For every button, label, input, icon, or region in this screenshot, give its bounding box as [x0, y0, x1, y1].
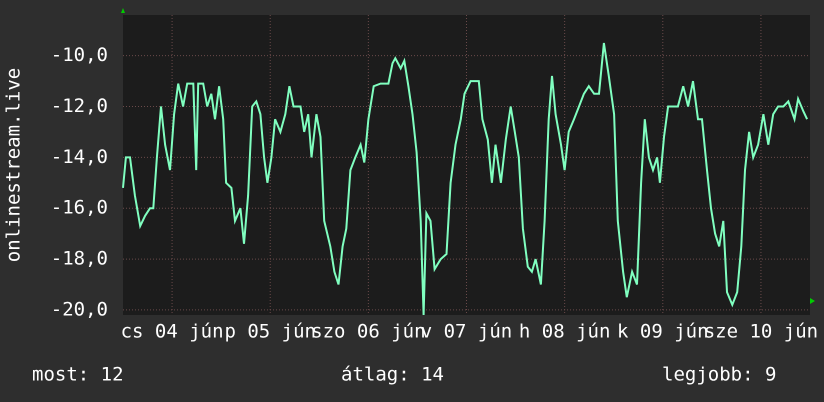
- y-tick-label: -18,0: [51, 248, 108, 270]
- x-tick-label: h 08 jún: [519, 321, 611, 343]
- footer-average: átlag: 14: [341, 364, 444, 386]
- y-tick-label: -10,0: [51, 44, 108, 66]
- y-tick-label: -12,0: [51, 95, 108, 117]
- axis-arrow: [121, 8, 125, 13]
- axis-arrow: [810, 298, 815, 304]
- footer-current: most: 12: [32, 364, 124, 386]
- data-line: [122, 42, 809, 316]
- x-tick-label: v 07 jún: [421, 321, 513, 343]
- x-tick-label: sze 10 jún: [704, 321, 818, 343]
- y-axis-label: onlinestream.live: [3, 68, 25, 262]
- y-tick-label: -14,0: [51, 146, 108, 168]
- x-tick-label: szo 06 jún: [311, 321, 425, 343]
- x-tick-label: p 05 jún: [224, 321, 316, 343]
- x-tick-label: cs 04 jún: [121, 321, 224, 343]
- y-tick-label: -20,0: [51, 298, 108, 320]
- footer-best: legjobb: 9: [662, 364, 776, 386]
- y-tick-label: -16,0: [51, 197, 108, 219]
- x-tick-label: k 09 jún: [617, 321, 709, 343]
